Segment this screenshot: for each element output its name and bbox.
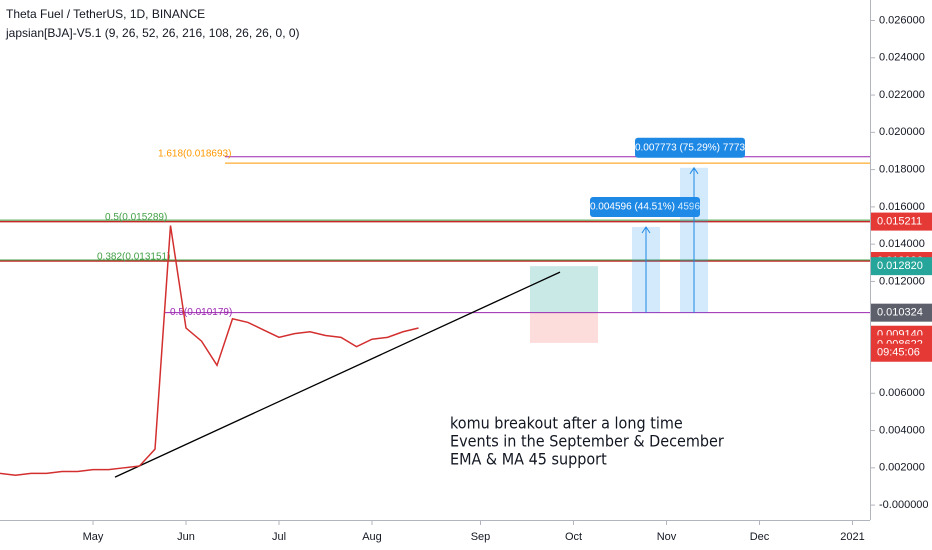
y-tick-label: 0.018000	[879, 164, 925, 176]
note: EMA & MA 45 support	[450, 450, 607, 469]
chart-title: Theta Fuel / TetherUS, 1D, BINANCE	[6, 7, 205, 21]
y-tick-label: 0.004000	[879, 424, 925, 436]
x-tick-label: Dec	[750, 531, 770, 543]
x-tick-label: 2021	[840, 531, 864, 543]
note: komu breakout after a long time	[450, 414, 683, 433]
y-tick-label: 0.006000	[879, 387, 925, 399]
stop-zone	[530, 312, 598, 343]
y-tick-label: 0.016000	[879, 201, 925, 213]
fib-label: 0.5(0.015289)	[105, 212, 167, 223]
measure-label-bg	[590, 197, 700, 218]
note: Events in the September & December	[450, 432, 724, 451]
y-tick-label: -0.000000	[879, 499, 929, 511]
y-tick-label: 0.022000	[879, 89, 925, 101]
price-tag	[871, 257, 932, 276]
trendline	[114, 271, 561, 478]
x-tick-label: Jul	[272, 531, 286, 543]
y-tick-label: 0.020000	[879, 126, 925, 138]
y-tick-label: 0.024000	[879, 52, 925, 64]
indicator-label: japsian[BJA]-V5.1 (9, 26, 52, 26, 216, 1…	[5, 26, 300, 40]
x-tick-label: May	[83, 531, 104, 543]
price-tag-label: 0.010324	[877, 307, 923, 319]
x-tick-label: Jun	[177, 531, 195, 543]
fib-label: 1.618(0.018693)	[158, 148, 231, 159]
x-tick-label: Oct	[565, 531, 582, 543]
y-tick-label: 0.012000	[879, 275, 925, 287]
y-tick-label: 0.014000	[879, 238, 925, 250]
price-tag	[871, 303, 932, 322]
arrow-head	[689, 166, 699, 175]
x-tick-label: Aug	[362, 531, 382, 543]
price-tag-label: 0.015211	[877, 215, 922, 227]
y-tick-label: 0.026000	[879, 14, 925, 26]
target-zone	[530, 266, 598, 313]
price-tag	[871, 212, 932, 231]
x-tick-label: Sep	[471, 531, 491, 543]
price-line	[0, 225, 419, 477]
countdown-label: 09:45:06	[877, 347, 920, 359]
arrow-head	[641, 226, 651, 234]
y-tick-label: 0.002000	[879, 462, 925, 474]
measure-label-bg	[635, 137, 745, 158]
price-tag-label: 0.012820	[877, 260, 923, 272]
fib-label: 0.382(0.013151)	[97, 252, 170, 263]
x-tick-label: Nov	[657, 531, 677, 543]
fib-label: 0.5(0.010179)	[170, 307, 232, 318]
countdown-tag	[871, 343, 932, 362]
measure-label: 0.004596 (44.51%) 4596	[590, 202, 701, 213]
measure-label: 0.007773 (75.29%) 7773	[635, 142, 746, 153]
